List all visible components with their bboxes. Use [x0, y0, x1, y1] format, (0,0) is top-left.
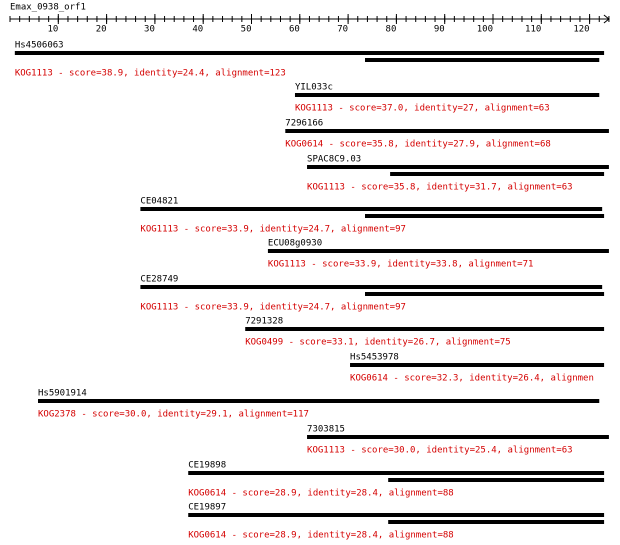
ruler-tick-label: 40: [192, 25, 203, 35]
hit-segment: [38, 399, 600, 403]
hit-segment: [285, 129, 609, 133]
hit-segment: [365, 58, 600, 62]
ruler-tick-label: 120: [573, 25, 589, 35]
ruler-tick-label: 10: [47, 25, 58, 35]
hit-segment: [307, 435, 609, 439]
ruler-tick-label: 60: [289, 25, 300, 35]
hit-segment: [388, 520, 605, 524]
hit-description: KOG2378 - score=30.0, identity=29.1, ali…: [38, 410, 309, 420]
hit-name: YIL033c: [295, 83, 333, 93]
hit-name: ECU08g0930: [268, 239, 322, 249]
hit-description: KOG1113 - score=38.9, identity=24.4, ali…: [15, 69, 286, 79]
ruler-tick-label: 100: [477, 25, 493, 35]
hit-description: KOG1113 - score=30.0, identity=25.4, ali…: [307, 446, 573, 456]
hit-segment: [188, 513, 605, 517]
hit-segment: [365, 214, 605, 218]
query-title: Emax_0938_orf1: [10, 3, 86, 13]
hit-segment: [267, 249, 609, 253]
ruler-tick-label: 90: [434, 25, 445, 35]
hit-name: CE19898: [188, 461, 226, 471]
hit-segment: [294, 93, 600, 97]
hit-segment: [188, 471, 605, 475]
hit-segment: [14, 51, 605, 55]
hit-name: 7291328: [245, 317, 283, 327]
hit-name: Hs4506063: [15, 41, 64, 51]
hit-segment: [365, 292, 605, 296]
ruler-tick-label: 80: [386, 25, 397, 35]
hit-segment: [140, 207, 603, 211]
hit-segment: [350, 363, 605, 367]
hit-description: KOG0614 - score=28.9, identity=28.4, ali…: [188, 489, 454, 499]
hit-segment: [390, 172, 605, 176]
hit-description: KOG1113 - score=33.9, identity=33.8, ali…: [268, 260, 534, 270]
hit-description: KOG1113 - score=33.9, identity=24.7, ali…: [140, 303, 406, 313]
ruler-tick-label: 50: [241, 25, 252, 35]
hit-description: KOG1113 - score=37.0, identity=27, align…: [295, 104, 550, 114]
hit-description: KOG0614 - score=32.3, identity=26.4, ali…: [350, 374, 594, 384]
hit-name: CE28749: [140, 275, 178, 285]
ruler-tick-label: 30: [144, 25, 155, 35]
hit-name: 7296166: [285, 119, 323, 129]
hit-name: SPAC8C9.03: [307, 155, 361, 165]
hit-segment: [388, 478, 605, 482]
hit-segment: [245, 327, 605, 331]
hit-description: KOG0614 - score=28.9, identity=28.4, ali…: [188, 531, 454, 541]
hit-segment: [140, 285, 603, 289]
hit-description: KOG0499 - score=33.1, identity=26.7, ali…: [245, 338, 511, 348]
hit-description: KOG1113 - score=35.8, identity=31.7, ali…: [307, 183, 573, 193]
hit-name: 7303815: [307, 425, 345, 435]
hit-name: Hs5901914: [38, 389, 87, 399]
hit-description: KOG0614 - score=35.8, identity=27.9, ali…: [285, 140, 551, 150]
hit-name: CE04821: [140, 197, 178, 207]
ruler-tick-label: 110: [525, 25, 541, 35]
ruler-tick-label: 70: [337, 25, 348, 35]
hit-name: Hs5453978: [350, 353, 399, 363]
ruler-arrow: [603, 14, 610, 24]
hit-name: CE19897: [188, 503, 226, 513]
hit-description: KOG1113 - score=33.9, identity=24.7, ali…: [140, 225, 406, 235]
ruler-tick-label: 20: [96, 25, 107, 35]
hit-segment: [307, 165, 609, 169]
